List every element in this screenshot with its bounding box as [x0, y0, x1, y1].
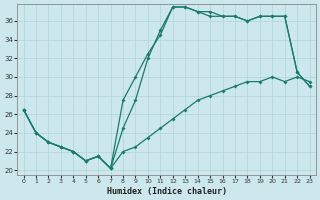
X-axis label: Humidex (Indice chaleur): Humidex (Indice chaleur)	[107, 187, 227, 196]
